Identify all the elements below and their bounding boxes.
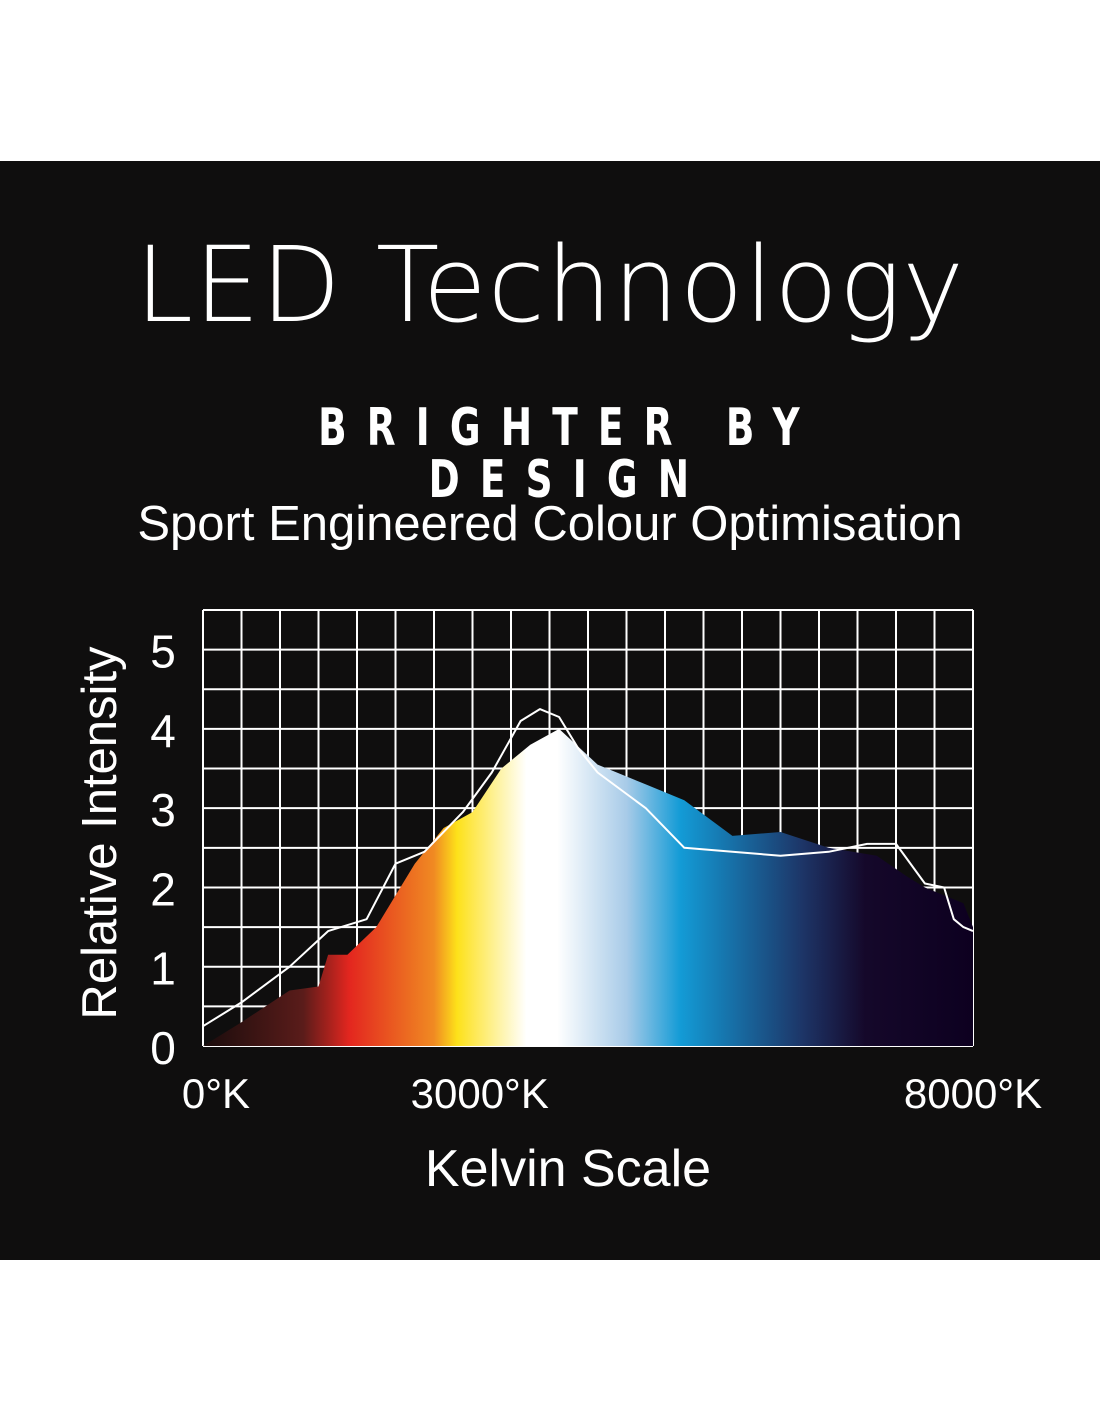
page-subtitle: BRIGHTER BY DESIGN	[318, 398, 820, 510]
page-tagline: Sport Engineered Colour Optimisation	[137, 497, 963, 551]
page-title: LED Technology	[135, 224, 965, 346]
x-axis-label: Kelvin Scale	[425, 1140, 711, 1198]
y-tick-label: 4	[150, 705, 176, 757]
y-tick-label: 0	[150, 1022, 176, 1074]
y-tick-label: 5	[150, 626, 176, 678]
y-tick-label: 1	[150, 943, 176, 995]
x-tick-label: 3000°K	[411, 1070, 549, 1117]
x-tick-label: 0°K	[182, 1070, 250, 1117]
spectrum-area-group	[203, 728, 973, 1046]
spectrum-area	[203, 728, 973, 1046]
y-tick-label: 3	[150, 784, 176, 836]
y-axis-label: Relative Intensity	[73, 646, 127, 1020]
y-tick-label: 2	[150, 863, 176, 915]
x-tick-label: 8000°K	[904, 1070, 1042, 1117]
tick-labels: 0 1 2 3 4 5 0°K 3000°K 8000°K	[150, 626, 1042, 1117]
intensity-line-group	[202, 708, 974, 1028]
intensity-line	[202, 708, 974, 1028]
